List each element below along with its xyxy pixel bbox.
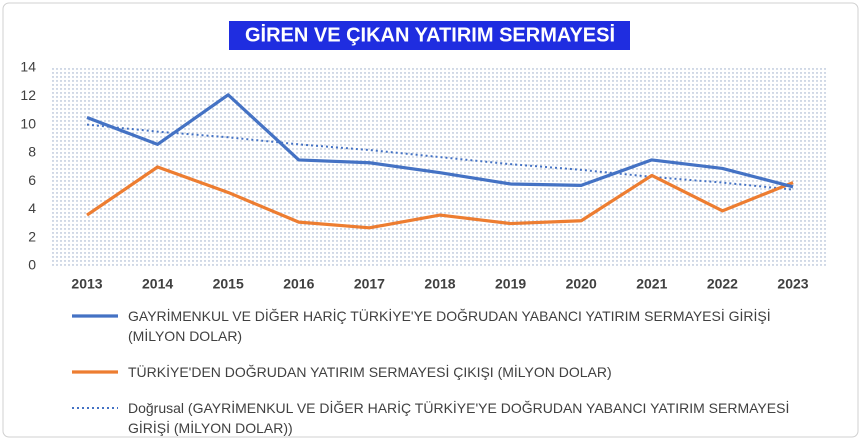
legend: GAYRİMENKUL VE DİĞER HARİÇ TÜRKİYE'YE DO… — [70, 306, 800, 444]
series-line — [86, 123, 794, 191]
x-tick-label: 2014 — [142, 276, 173, 292]
x-tick-label: 2017 — [354, 276, 385, 292]
legend-label: TÜRKİYE'DEN DOĞRUDAN YATIRIM SERMAYESİ Ç… — [128, 364, 612, 380]
y-tick-label: 12 — [20, 87, 36, 103]
y-tick-label: 8 — [28, 144, 36, 160]
legend-item: TÜRKİYE'DEN DOĞRUDAN YATIRIM SERMAYESİ Ç… — [70, 362, 800, 382]
y-tick-label: 2 — [28, 228, 36, 244]
chart-title: GİREN VE ÇIKAN YATIRIM SERMAYESİ — [245, 23, 615, 46]
x-tick-label: 2016 — [283, 276, 314, 292]
title-box — [229, 21, 630, 50]
legend-swatch — [72, 407, 118, 409]
x-tick-label: 2021 — [636, 276, 667, 292]
x-tick-label: 2015 — [213, 276, 244, 292]
x-tick-label: 2018 — [424, 276, 455, 292]
x-tick-label: 2020 — [566, 276, 597, 292]
series-line — [86, 165, 794, 230]
y-tick-label: 4 — [28, 200, 36, 216]
x-tick-label: 2022 — [707, 276, 738, 292]
series-line — [86, 93, 794, 189]
y-tick-label: 6 — [28, 172, 36, 188]
x-tick-label: 2023 — [777, 276, 808, 292]
legend-swatch — [72, 314, 118, 318]
x-tick-label: 2013 — [71, 276, 102, 292]
legend-item: GAYRİMENKUL VE DİĞER HARİÇ TÜRKİYE'YE DO… — [70, 306, 800, 346]
x-tick-label: 2019 — [495, 276, 526, 292]
legend-label: Doğrusal (GAYRİMENKUL VE DİĞER HARİÇ TÜR… — [128, 400, 790, 436]
legend-item: Doğrusal (GAYRİMENKUL VE DİĞER HARİÇ TÜR… — [70, 398, 800, 438]
y-tick-label: 10 — [20, 115, 36, 131]
y-tick-label: 14 — [20, 59, 36, 75]
y-tick-label: 0 — [28, 257, 36, 273]
legend-label: GAYRİMENKUL VE DİĞER HARİÇ TÜRKİYE'YE DO… — [128, 308, 771, 344]
legend-swatch — [72, 370, 118, 374]
